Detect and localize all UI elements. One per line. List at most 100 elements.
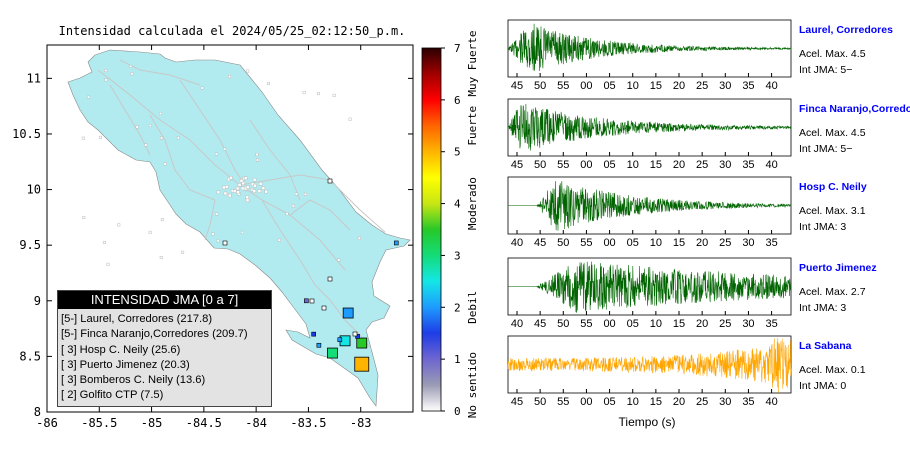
minor-station-dot [235, 186, 240, 191]
waveform-tick-label: 50 [557, 318, 569, 330]
minor-station-dot [243, 176, 248, 180]
waveform-trace [508, 181, 792, 231]
minor-station-dot [237, 183, 242, 187]
station-marker [222, 240, 228, 246]
minor-station-dot [294, 192, 298, 196]
minor-station-dot [87, 95, 91, 99]
map-y-tick-label: 10.5 [12, 127, 41, 141]
map-y-tick-label: 8 [34, 405, 41, 419]
waveform-tick-label: 45 [511, 80, 523, 92]
minor-station-dot [245, 185, 250, 189]
station-marker [327, 276, 333, 282]
waveform-max-accel: Acel. Max. 0.1 [799, 364, 866, 376]
minor-station-dot [357, 236, 361, 240]
minor-station-dot [98, 135, 102, 139]
minor-station-dot [245, 198, 250, 203]
map-x-tick-label: -83.5 [290, 416, 326, 430]
waveform-tick-label: 30 [742, 237, 754, 249]
minor-station-dot [239, 179, 244, 183]
map-title: Intensidad calculada el 2024/05/25_02:12… [59, 24, 406, 38]
minor-station-dot [236, 190, 240, 194]
waveform-tick-label: 25 [696, 396, 708, 408]
minor-station-dot [232, 189, 237, 193]
colorbar-tick-label: 6 [454, 94, 461, 107]
station-marker [352, 331, 358, 337]
minor-station-dot [104, 68, 108, 72]
station-marker [342, 307, 354, 319]
legend-title: INTENSIDAD JMA [0 a 7] [58, 291, 271, 309]
waveform-tick-label: 25 [696, 159, 708, 171]
waveform-panel: 45 50 55 00 05 10 15 20 25 30 35 40 Finca Naranjo,Co… [507, 98, 910, 171]
minor-station-dot [144, 143, 148, 147]
colorbar-tick-label: 5 [454, 146, 461, 159]
waveform-tick-label: 40 [511, 318, 523, 330]
waveform-tick-label: 35 [742, 396, 754, 408]
colorbar-tick-label: 0 [454, 405, 461, 418]
waveform-station-name: La Sabana [799, 340, 852, 352]
minor-station-dot [216, 239, 220, 243]
station-marker [354, 356, 370, 372]
minor-station-dot [148, 123, 152, 127]
colorbar-category-label: Muy Fuerte [466, 30, 479, 96]
station-marker [311, 331, 316, 337]
waveform-jma-intensity: Int JMA: 3 [799, 221, 846, 233]
minor-station-dot [277, 238, 281, 242]
waveform-tick-label: 15 [650, 159, 662, 171]
colorbar-category-label: Fuerte [466, 106, 479, 146]
waveform-tick-label: 05 [603, 80, 615, 92]
waveform-panel: 40 45 50 55 00 05 10 15 20 25 30 35 Hosp C. Neily Ace… [507, 176, 867, 249]
waveform-tick-label: 50 [534, 80, 546, 92]
minor-station-dot [228, 193, 232, 198]
minor-station-dot [245, 195, 250, 200]
waveform-tick-label: 55 [557, 159, 569, 171]
minor-station-dot [159, 256, 163, 260]
minor-station-dot [82, 216, 86, 220]
waveform-tick-label: 05 [627, 318, 639, 330]
waveform-tick-label: 10 [627, 80, 639, 92]
map-x-tick-label: -85 [141, 416, 163, 430]
costa-rica-land [67, 49, 411, 407]
waveform-jma-intensity: Int JMA: 5− [799, 64, 852, 76]
minor-station-dot [148, 230, 152, 234]
colorbar-category-label: No sentido [466, 352, 479, 418]
minor-station-dot [106, 262, 110, 266]
waveform-tick-label: 55 [580, 318, 592, 330]
waveform-station-name: Laurel, Corredores [799, 24, 893, 36]
waveform-trace [507, 23, 792, 72]
waveform-tick-label: 00 [580, 80, 592, 92]
minor-station-dot [181, 250, 185, 254]
minor-station-dot [223, 147, 227, 151]
colorbar-category-label: Debil [466, 291, 479, 324]
legend-entry: [ 3] Puerto Jimenez (20.3) [61, 358, 190, 371]
minor-station-dot [215, 212, 219, 216]
waveform-tick-label: 45 [511, 396, 523, 408]
waveform-panel: 45 50 55 00 05 10 15 20 25 30 35 40 La Sabana Acel. M… [507, 335, 866, 408]
waveform-tick-label: 50 [534, 396, 546, 408]
road-network [97, 59, 386, 351]
minor-station-dot [332, 93, 336, 97]
waveform-tick-label: 50 [534, 159, 546, 171]
station-marker [327, 347, 338, 359]
waveform-tick-label: 55 [580, 237, 592, 249]
station-markers [222, 178, 399, 372]
small-station-markers [81, 64, 361, 266]
waveform-tick-label: 35 [765, 318, 777, 330]
waveform-max-accel: Acel. Max. 2.7 [799, 286, 866, 298]
waveform-tick-label: 50 [557, 237, 569, 249]
waveform-tick-label: 10 [627, 396, 639, 408]
waveform-tick-label: 10 [650, 318, 662, 330]
minor-station-dot [211, 232, 215, 236]
waveform-panels: 45 50 55 00 05 10 15 20 25 30 35 40 Laurel, Corredor… [507, 19, 910, 408]
waveform-tick-label: 45 [511, 159, 523, 171]
waveform-panel: 40 45 50 55 00 05 10 15 20 25 30 35 Puerto Jimenez Ac… [507, 257, 877, 330]
waveform-tick-label: 15 [650, 80, 662, 92]
waveform-tick-label: 30 [719, 159, 731, 171]
waveform-station-name: Puerto Jimenez [799, 262, 877, 274]
minor-station-dot [104, 78, 108, 82]
colorbar-category-label: Moderado [466, 177, 479, 230]
waveform-tick-label: 40 [765, 159, 777, 171]
map-y-axis: 11 10.5 10 9.5 9 8.5 8 [12, 71, 413, 419]
minor-station-dot [214, 152, 218, 156]
legend-entry: [5-] Finca Naranjo,Corredores (209.7) [61, 328, 248, 341]
